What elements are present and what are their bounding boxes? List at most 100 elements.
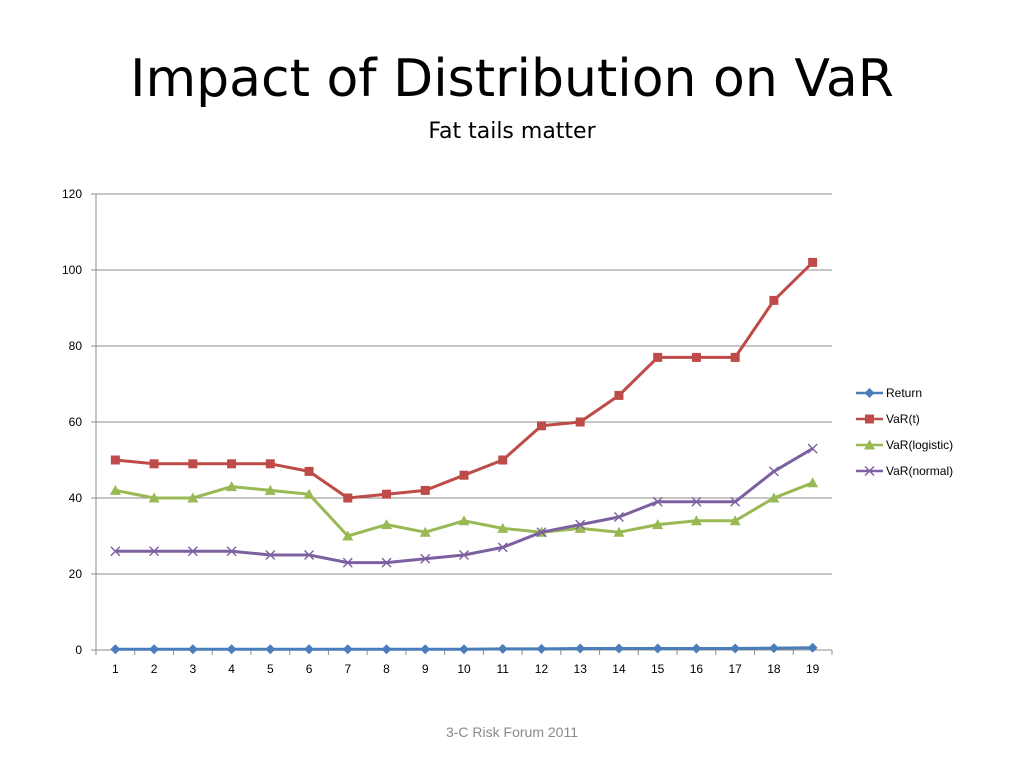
x-tick-label: 6 <box>306 662 313 676</box>
slide-title: Impact of Distribution on VaR <box>130 49 894 109</box>
data-point-var-normal <box>226 546 237 557</box>
y-tick-label: 100 <box>62 263 82 277</box>
grid-lines <box>96 193 832 575</box>
data-point-var-normal <box>691 496 702 507</box>
data-point-return <box>342 644 353 655</box>
legend-item-return: Return <box>856 386 922 400</box>
y-tick-label: 80 <box>69 339 83 353</box>
data-point-var-t <box>188 459 198 469</box>
data-point-var-t <box>614 390 624 400</box>
data-point-var-t <box>459 470 469 480</box>
data-point-return <box>149 644 160 655</box>
data-point-var-normal <box>652 496 663 507</box>
x-tick-label: 12 <box>535 662 549 676</box>
data-point-var-t <box>536 421 546 431</box>
data-point-var-t <box>691 352 701 362</box>
data-point-return <box>265 644 276 655</box>
data-point-var-t <box>808 257 818 267</box>
data-point-return <box>304 644 315 655</box>
x-tick-label: 11 <box>497 662 510 676</box>
data-point-var-normal <box>342 557 353 568</box>
data-point-var-t <box>227 459 237 469</box>
x-tick-label: 1 <box>112 662 119 676</box>
x-tick-label: 17 <box>728 662 742 676</box>
data-point-return <box>536 643 547 654</box>
data-point-var-normal <box>110 546 121 557</box>
data-point-var-logistic <box>807 477 819 488</box>
data-point-var-logistic <box>342 530 354 541</box>
slide-subtitle: Fat tails matter <box>428 119 596 144</box>
legend-label-var-t: VaR(t) <box>886 412 920 426</box>
data-point-return <box>807 642 818 653</box>
data-point-var-t <box>420 485 430 495</box>
y-tick-label: 20 <box>69 567 83 581</box>
data-point-return <box>768 643 779 654</box>
data-point-var-logistic <box>458 515 470 526</box>
data-point-var-t <box>343 493 353 503</box>
legend-label-return: Return <box>886 386 922 400</box>
data-point-var-logistic <box>148 492 160 503</box>
data-point-var-t <box>653 352 663 362</box>
data-point-var-t <box>304 466 314 476</box>
legend-marker-var-t <box>865 414 874 424</box>
data-point-var-logistic <box>613 526 625 537</box>
data-point-var-normal <box>265 550 276 560</box>
x-tick-label: 4 <box>228 662 235 676</box>
x-tick-label: 2 <box>151 662 158 676</box>
x-tick-label: 10 <box>457 662 471 676</box>
series-line-var-normal <box>115 447 814 565</box>
x-tick-label: 19 <box>806 662 820 676</box>
data-point-var-logistic <box>109 484 121 495</box>
data-point-return <box>730 643 741 654</box>
data-point-var-logistic <box>729 515 741 526</box>
data-point-var-normal <box>613 512 624 522</box>
data-point-var-normal <box>497 542 508 553</box>
data-point-var-normal <box>149 546 160 557</box>
x-tick-label: 7 <box>344 662 351 676</box>
data-point-var-t <box>575 417 585 427</box>
data-point-var-normal <box>730 496 741 507</box>
data-point-var-logistic <box>768 492 780 503</box>
y-tick-label: 60 <box>69 415 83 429</box>
data-point-return <box>652 643 663 654</box>
series-group <box>109 257 819 655</box>
legend: Return VaR(t) VaR(logistic) VaR(normal) <box>856 386 953 478</box>
data-point-var-logistic <box>226 481 238 492</box>
x-tick-label: 16 <box>690 662 704 676</box>
data-point-var-logistic <box>652 519 664 530</box>
data-point-var-t <box>730 352 740 362</box>
data-point-var-t <box>498 455 508 465</box>
legend-item-var-normal: VaR(normal) <box>856 464 953 478</box>
data-point-var-t <box>769 295 779 305</box>
series-var-normal <box>110 443 818 568</box>
data-point-var-logistic <box>574 522 586 533</box>
data-point-return <box>381 644 392 655</box>
x-tick-label: 9 <box>422 662 429 676</box>
legend-label-var-logistic: VaR(logistic) <box>886 438 953 452</box>
series-var-logistic <box>109 477 819 541</box>
data-point-return <box>575 643 586 654</box>
data-point-return <box>459 644 469 655</box>
data-point-var-logistic <box>497 522 509 533</box>
legend-marker-var-logistic <box>864 439 875 450</box>
data-point-var-logistic <box>303 488 315 499</box>
series-return <box>110 642 818 655</box>
data-point-var-logistic <box>690 515 702 526</box>
data-point-var-t <box>265 459 275 469</box>
x-tick-label: 5 <box>267 662 274 676</box>
data-point-var-logistic <box>187 492 199 503</box>
data-point-return <box>497 643 508 654</box>
series-line-var-t <box>115 261 814 500</box>
y-tick-label: 0 <box>75 643 82 657</box>
data-point-var-normal <box>459 550 469 560</box>
data-point-return <box>613 643 624 654</box>
y-tick-label: 120 <box>62 187 82 201</box>
data-point-return <box>420 644 431 655</box>
data-point-var-normal <box>575 519 586 530</box>
data-point-var-logistic <box>264 484 276 495</box>
data-point-var-t <box>382 489 392 499</box>
y-tick-label: 40 <box>69 491 83 505</box>
data-point-return <box>691 643 702 654</box>
